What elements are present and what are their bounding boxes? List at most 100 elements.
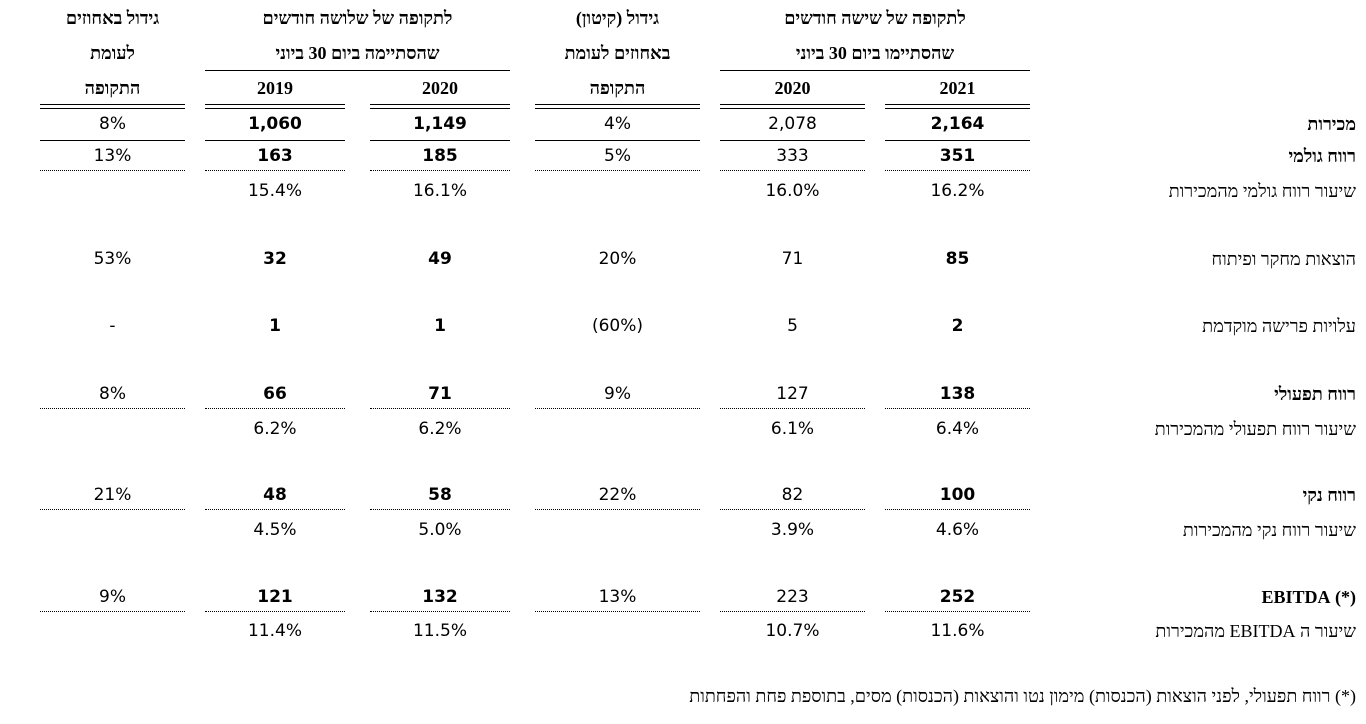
- cell-value: 333: [776, 146, 809, 166]
- rule: [720, 104, 865, 105]
- column-header: התקופה: [589, 78, 646, 98]
- year-header: 2020: [774, 78, 811, 98]
- rule: [885, 104, 1030, 105]
- cell-value: 11.6%: [930, 621, 985, 641]
- cell-value: 138: [939, 384, 976, 404]
- rule: [205, 509, 345, 510]
- cell-value: 5%: [604, 146, 631, 166]
- row-label: רווח גולמי: [1288, 146, 1356, 166]
- cell-value: 11.5%: [412, 621, 467, 641]
- rule: [370, 611, 510, 612]
- cell-value: 10.7%: [765, 621, 820, 641]
- cell-value: 121: [257, 587, 293, 607]
- footnote: (*) רווח תפעולי, לפני הוצאות (הכנסות) מי…: [689, 686, 1356, 706]
- year-header: 2019: [257, 78, 293, 98]
- cell-value: 71: [428, 384, 452, 404]
- cell-value: 85: [945, 249, 970, 269]
- cell-value: 2,164: [930, 114, 985, 134]
- rule: [370, 170, 510, 171]
- cell-value: 9%: [99, 587, 126, 607]
- rule: [40, 108, 185, 109]
- cell-value: 6.4%: [935, 419, 980, 439]
- cell-value: 1: [269, 316, 281, 336]
- cell-value: 71: [781, 249, 804, 269]
- rule: [205, 408, 345, 409]
- cell-value: 5: [787, 316, 798, 336]
- cell-value: 8%: [99, 114, 126, 134]
- cell-value: 6.2%: [418, 419, 462, 439]
- cell-value: 132: [422, 587, 458, 607]
- rule: [535, 108, 700, 109]
- cell-value: 3.9%: [770, 520, 815, 540]
- cell-value: 100: [939, 485, 976, 505]
- column-header: התקופה: [84, 78, 141, 98]
- cell-value: 16.2%: [930, 181, 985, 201]
- cell-value: 4.6%: [935, 520, 980, 540]
- cell-value: 1: [434, 316, 446, 336]
- cell-value: 16.1%: [412, 181, 467, 201]
- cell-value: 1,149: [413, 114, 467, 134]
- rule: [40, 611, 185, 612]
- row-label: הוצאות מחקר ופיתוח: [1211, 249, 1356, 269]
- cell-value: 5.0%: [418, 520, 462, 540]
- row-label: (*) EBITDA: [1261, 587, 1356, 607]
- rule: [205, 170, 345, 171]
- column-header: לתקופה של שלושה חודשים: [262, 8, 453, 28]
- cell-value: 66: [263, 384, 287, 404]
- rule: [720, 408, 865, 409]
- cell-value: 163: [257, 146, 293, 166]
- cell-value: 351: [939, 146, 976, 166]
- cell-value: 4.5%: [253, 520, 297, 540]
- cell-value: 2: [951, 316, 964, 336]
- rule: [40, 170, 185, 171]
- rule: [370, 108, 510, 109]
- column-header: שהסתיימו ביום 30 ביוני: [795, 43, 955, 63]
- rule: [205, 70, 510, 71]
- rule: [40, 140, 185, 141]
- cell-value: 8%: [99, 384, 126, 404]
- column-header: באחוזים לעומת: [564, 43, 671, 63]
- rule: [40, 509, 185, 510]
- rule: [535, 104, 700, 105]
- cell-value: 48: [263, 485, 287, 505]
- cell-value: 13%: [598, 587, 637, 607]
- rule: [720, 170, 865, 171]
- row-label: רווח תפעולי: [1274, 384, 1356, 404]
- rule: [720, 70, 1030, 71]
- rule: [370, 104, 510, 105]
- cell-value: 22%: [598, 485, 637, 505]
- year-header: 2020: [422, 78, 458, 98]
- rule: [535, 170, 700, 171]
- rule: [885, 611, 1030, 612]
- column-header: לתקופה של שישה חודשים: [784, 8, 966, 28]
- rule: [535, 611, 700, 612]
- cell-value: 82: [781, 485, 804, 505]
- cell-value: 252: [939, 587, 976, 607]
- row-label: רווח נקי: [1302, 485, 1356, 505]
- rule: [720, 611, 865, 612]
- rule: [885, 408, 1030, 409]
- rule: [720, 509, 865, 510]
- cell-value: 21%: [93, 485, 132, 505]
- rule: [885, 108, 1030, 109]
- cell-value: 4%: [604, 114, 631, 134]
- cell-value: 9%: [604, 384, 631, 404]
- column-header: גידול (קיטון): [575, 8, 660, 28]
- rule: [370, 140, 510, 141]
- rule: [40, 408, 185, 409]
- cell-value: 20%: [598, 249, 637, 269]
- column-header: שהסתיימה ביום 30 ביוני: [275, 43, 440, 63]
- row-label: שיעור רווח גולמי מהמכירות: [1168, 181, 1356, 201]
- rule: [535, 408, 700, 409]
- row-label: עלויות פרישה מוקדמת: [1202, 316, 1356, 336]
- cell-value: 53%: [93, 249, 132, 269]
- cell-value: 127: [776, 384, 809, 404]
- cell-value: 58: [428, 485, 452, 505]
- cell-value: 11.4%: [247, 621, 302, 641]
- cell-value: 223: [776, 587, 809, 607]
- rule: [535, 509, 700, 510]
- column-header: גידול באחוזים: [65, 8, 160, 28]
- cell-value: 32: [263, 249, 287, 269]
